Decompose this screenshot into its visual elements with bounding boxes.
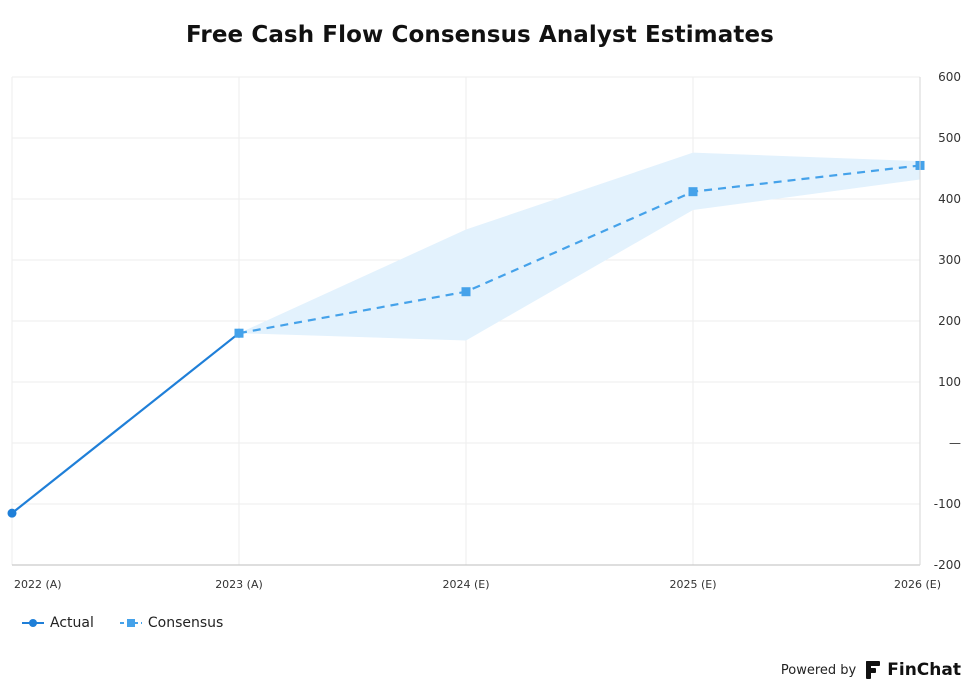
series-lines <box>7 160 925 518</box>
data-point-consensus <box>461 287 471 297</box>
y-tick-label: — <box>949 436 961 450</box>
legend-actual-marker-icon <box>22 619 44 627</box>
finchat-brand: FinChat <box>887 660 961 680</box>
x-tick-label: 2023 (A) <box>215 578 263 591</box>
x-tick-label: 2026 (E) <box>894 578 941 591</box>
data-point-consensus <box>688 187 698 197</box>
axes <box>12 77 921 566</box>
tick-labels: 600 500 400 300 200 100 — -100 -200 2022 (A) 2023 … <box>14 70 961 591</box>
series-line-actual <box>11 332 240 515</box>
y-tick-label: 300 <box>938 253 961 267</box>
y-tick-label: 100 <box>938 375 961 389</box>
y-tick-label: -200 <box>934 558 961 572</box>
legend-label-actual: Actual <box>50 615 94 631</box>
powered-by[interactable]: Powered by FinChat <box>781 660 961 680</box>
y-tick-label: 500 <box>938 131 961 145</box>
y-tick-label: 200 <box>938 314 961 328</box>
estimate-range-band <box>239 152 920 341</box>
y-tick-label: -100 <box>934 497 961 511</box>
range-band <box>239 152 920 341</box>
y-tick-label: 600 <box>938 70 961 84</box>
data-point-consensus <box>234 328 244 338</box>
legend-item-consensus[interactable]: Consensus <box>119 615 224 631</box>
legend-label-consensus: Consensus <box>147 615 224 631</box>
x-tick-label: 2022 (A) <box>14 578 62 591</box>
x-tick-label: 2025 (E) <box>669 578 716 591</box>
legend: Actual Consensus <box>22 615 249 631</box>
finchat-logo-icon <box>866 661 881 679</box>
legend-consensus-marker-icon <box>119 619 142 627</box>
x-tick-label: 2024 (E) <box>442 578 489 591</box>
y-tick-label: 400 <box>938 192 961 206</box>
data-point-actual <box>7 508 17 518</box>
powered-by-label: Powered by <box>780 662 857 678</box>
chart-title: Free Cash Flow Consensus Analyst Estimat… <box>186 22 774 48</box>
series-line-consensus <box>238 164 921 335</box>
legend-item-actual[interactable]: Actual <box>22 615 94 631</box>
